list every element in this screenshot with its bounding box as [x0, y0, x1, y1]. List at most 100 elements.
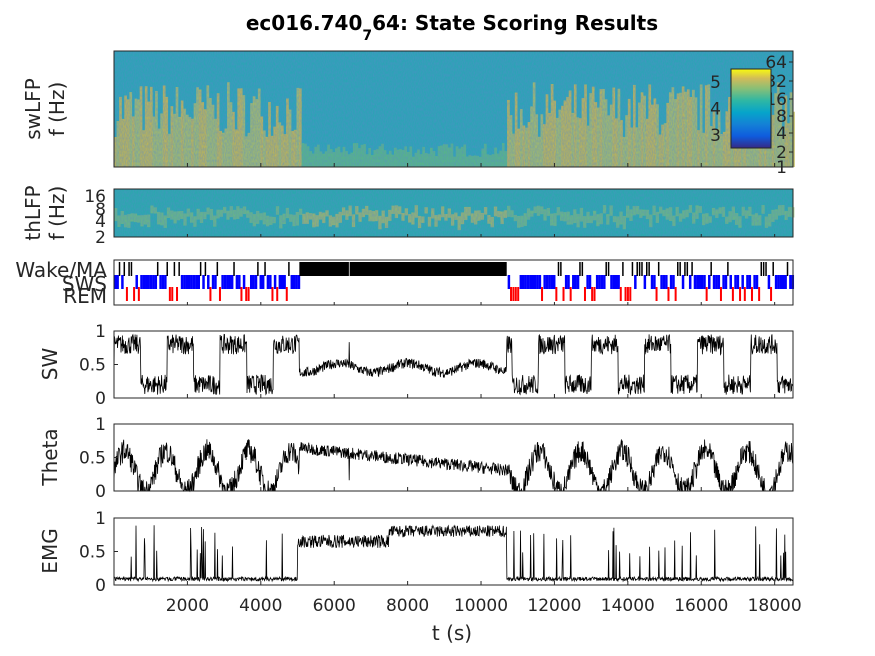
sws-bout [572, 275, 575, 289]
sws-bout [672, 275, 675, 289]
theta-trace [113, 438, 794, 493]
sws-bout [154, 275, 158, 289]
sws-bout [531, 275, 534, 289]
wake-bout [684, 262, 686, 276]
wake-bout [786, 262, 789, 276]
sws-bout [187, 275, 191, 289]
wake-bout [772, 262, 774, 276]
sws-bout [507, 275, 511, 289]
rem-bout [667, 287, 670, 301]
rem-bout [245, 287, 248, 301]
rem-bout [517, 287, 520, 301]
sws-bout [278, 275, 282, 289]
y-tick-label: 1 [95, 415, 106, 435]
sws-bout [297, 275, 301, 289]
wake-bout [560, 262, 562, 276]
wake-bout [579, 262, 581, 276]
sws-bout [741, 275, 744, 289]
x-axis-label: t (s) [432, 621, 472, 645]
rem-bout [209, 287, 212, 301]
wake-bout [166, 262, 168, 276]
rem-bout [285, 287, 288, 301]
colorbar [730, 68, 772, 149]
sws-bout [142, 275, 146, 289]
rem-bout [541, 287, 544, 301]
wake-bout [216, 262, 219, 276]
sws-bout [717, 275, 721, 289]
sws-bout [116, 275, 119, 289]
sws-bout [543, 275, 546, 289]
sws-bout [576, 275, 580, 289]
sws-bout [703, 275, 706, 289]
emg-ylabel: EMG [38, 528, 62, 573]
sws-bout [228, 275, 232, 289]
sws-bout [610, 275, 613, 289]
wake-bout [677, 262, 679, 276]
wake-bout [622, 262, 624, 276]
sws-bout [734, 275, 737, 289]
sws-bout [192, 275, 196, 289]
wake-bout [233, 262, 235, 276]
y-tick-label: 4 [95, 212, 106, 232]
x-tick-label: 14000 [601, 596, 655, 616]
swlfp-ylabel-unit: f (Hz) [45, 82, 69, 137]
sws-bout [729, 275, 733, 289]
y-tick-label: 0.5 [79, 449, 106, 469]
wake-bout [156, 262, 159, 276]
sws-bout [145, 275, 148, 289]
wake-bout [657, 262, 660, 276]
wake-bout [299, 262, 349, 276]
wake-bout [760, 262, 763, 276]
sws-bout [280, 275, 284, 289]
wake-bout [557, 262, 560, 276]
y-tick-label: 0 [95, 389, 106, 409]
state-label-wake: Wake/MA [15, 258, 107, 282]
sws-bout [524, 275, 527, 289]
sws-bout [211, 275, 215, 289]
sws-bout [538, 275, 542, 289]
sws-bout [249, 275, 253, 289]
sws-bout [550, 275, 554, 289]
sws-bout [698, 275, 701, 289]
sws-bout [292, 275, 296, 289]
theta-panel: Theta 0 0.5 1 [38, 415, 794, 502]
rem-bout [593, 287, 596, 301]
sw-trace [113, 333, 794, 396]
wake-bout [581, 262, 584, 276]
y-tick-label: 0 [95, 576, 106, 596]
rem-bout [562, 287, 565, 301]
sws-bout [784, 275, 787, 289]
sws-bout [152, 275, 155, 289]
x-tick-label: 4000 [239, 596, 282, 616]
y-tick-label: 4 [776, 124, 787, 144]
sws-bout [715, 275, 718, 289]
y-tick-label: 16 [84, 187, 106, 207]
sws-bout [634, 275, 637, 289]
rem-bout [739, 287, 742, 301]
sws-bout [612, 275, 616, 289]
sws-bout [708, 275, 711, 289]
rem-bout [171, 287, 174, 301]
rem-bout [583, 287, 586, 301]
colorbar-tick-label: 4 [710, 100, 721, 120]
wake-bout [264, 262, 266, 276]
sw-panel: SW 0 0.5 1 [38, 322, 794, 409]
rem-bout [770, 287, 773, 301]
sws-bout [650, 275, 654, 289]
x-tick-label: 2000 [166, 596, 209, 616]
y-tick-label: 1 [95, 322, 106, 342]
wake-bout [648, 262, 650, 276]
sws-bout [135, 275, 138, 289]
rem-bout [133, 287, 136, 301]
wake-bout [204, 262, 207, 276]
sws-bout [693, 275, 697, 289]
y-tick-label: 1 [776, 158, 787, 178]
sws-bout [190, 275, 193, 289]
sws-bout [147, 275, 150, 289]
rem-bout [555, 287, 558, 301]
wake-bout [607, 262, 610, 276]
sws-bout [574, 275, 577, 289]
theta-ylabel: Theta [38, 428, 62, 486]
